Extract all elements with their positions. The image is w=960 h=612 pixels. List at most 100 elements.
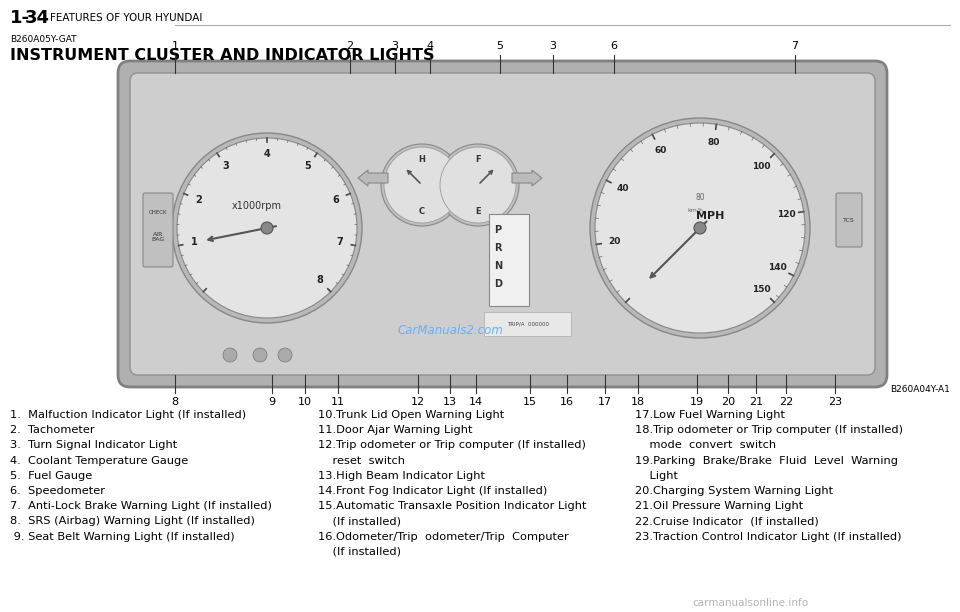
Text: 1: 1 — [191, 237, 198, 247]
Text: 9. Seat Belt Warning Light (If installed): 9. Seat Belt Warning Light (If installed… — [10, 532, 234, 542]
Text: H: H — [419, 154, 425, 163]
Circle shape — [437, 144, 519, 226]
Circle shape — [595, 123, 805, 333]
Text: CarManuals2.com: CarManuals2.com — [397, 324, 503, 337]
Text: 12: 12 — [411, 397, 425, 407]
Text: 80: 80 — [695, 193, 705, 203]
Circle shape — [278, 348, 292, 362]
Text: CHECK: CHECK — [149, 211, 167, 215]
Text: mode  convert  switch: mode convert switch — [635, 441, 776, 450]
Text: N: N — [494, 261, 502, 271]
FancyBboxPatch shape — [130, 73, 875, 375]
Text: 22: 22 — [779, 397, 793, 407]
Text: MPH: MPH — [696, 211, 724, 221]
Text: AIR
BAG: AIR BAG — [152, 231, 164, 242]
Text: 21: 21 — [749, 397, 763, 407]
Text: 1: 1 — [172, 41, 179, 51]
Text: 3: 3 — [223, 162, 229, 171]
FancyBboxPatch shape — [489, 214, 529, 306]
FancyBboxPatch shape — [484, 312, 571, 336]
Text: 3: 3 — [392, 41, 398, 51]
Text: 10.Trunk Lid Open Warning Light: 10.Trunk Lid Open Warning Light — [318, 410, 504, 420]
Text: 8: 8 — [172, 397, 179, 407]
Text: E: E — [475, 206, 481, 215]
Text: 7: 7 — [336, 237, 343, 247]
Text: carmanualsonline.info: carmanualsonline.info — [692, 598, 808, 608]
Text: 18.Trip odometer or Trip computer (If installed): 18.Trip odometer or Trip computer (If in… — [635, 425, 903, 435]
Text: 18: 18 — [631, 397, 645, 407]
Text: reset  switch: reset switch — [318, 455, 405, 466]
Text: INSTRUMENT CLUSTER AND INDICATOR LIGHTS: INSTRUMENT CLUSTER AND INDICATOR LIGHTS — [10, 48, 435, 62]
Text: 6: 6 — [611, 41, 617, 51]
Text: 2: 2 — [195, 195, 202, 204]
Text: 40: 40 — [616, 184, 629, 193]
Text: 10: 10 — [298, 397, 312, 407]
Text: 20: 20 — [721, 397, 735, 407]
Text: D: D — [494, 279, 502, 289]
Text: 22.Cruise Indicator  (If installed): 22.Cruise Indicator (If installed) — [635, 517, 819, 526]
Text: 7: 7 — [791, 41, 799, 51]
Text: 1-: 1- — [10, 9, 30, 27]
Circle shape — [384, 147, 460, 223]
Text: 5: 5 — [496, 41, 503, 51]
Text: R: R — [494, 243, 502, 253]
Text: 150: 150 — [753, 285, 771, 294]
Text: 9: 9 — [269, 397, 276, 407]
Text: 2: 2 — [347, 41, 353, 51]
Text: (If installed): (If installed) — [318, 547, 401, 557]
Text: 16: 16 — [560, 397, 574, 407]
FancyArrow shape — [512, 170, 542, 186]
Text: 20.Charging System Warning Light: 20.Charging System Warning Light — [635, 486, 833, 496]
Text: 8.  SRS (Airbag) Warning Light (If installed): 8. SRS (Airbag) Warning Light (If instal… — [10, 517, 254, 526]
Text: 8: 8 — [316, 275, 323, 285]
Text: 140: 140 — [768, 263, 787, 272]
Text: 6: 6 — [332, 195, 339, 204]
Text: TCS: TCS — [843, 217, 854, 223]
Text: 80: 80 — [708, 138, 720, 146]
Text: 15: 15 — [523, 397, 537, 407]
Text: C: C — [419, 206, 425, 215]
Circle shape — [177, 138, 357, 318]
Circle shape — [590, 118, 810, 338]
Text: 16.Odometer/Trip  odometer/Trip  Computer: 16.Odometer/Trip odometer/Trip Computer — [318, 532, 568, 542]
Circle shape — [381, 144, 463, 226]
Text: km/h: km/h — [687, 207, 703, 212]
Text: 19: 19 — [690, 397, 704, 407]
Text: (If installed): (If installed) — [318, 517, 401, 526]
Circle shape — [440, 147, 516, 223]
Text: 23: 23 — [828, 397, 842, 407]
Text: 100: 100 — [753, 162, 771, 171]
FancyBboxPatch shape — [836, 193, 862, 247]
Text: TRIP/A  000000: TRIP/A 000000 — [507, 321, 549, 326]
Circle shape — [253, 348, 267, 362]
Text: 3.  Turn Signal Indicator Light: 3. Turn Signal Indicator Light — [10, 441, 178, 450]
Circle shape — [694, 222, 706, 234]
Text: 60: 60 — [655, 146, 666, 155]
Text: 11.Door Ajar Warning Light: 11.Door Ajar Warning Light — [318, 425, 472, 435]
Text: 5.  Fuel Gauge: 5. Fuel Gauge — [10, 471, 92, 481]
FancyBboxPatch shape — [118, 61, 887, 387]
Text: 120: 120 — [777, 210, 795, 219]
Circle shape — [223, 348, 237, 362]
Text: F: F — [475, 154, 481, 163]
Text: 3: 3 — [549, 41, 557, 51]
Text: 4: 4 — [264, 149, 271, 159]
Text: B260A05Y-GAT: B260A05Y-GAT — [10, 35, 77, 45]
Text: 14: 14 — [468, 397, 483, 407]
Text: 13.High Beam Indicator Light: 13.High Beam Indicator Light — [318, 471, 485, 481]
Text: 23.Traction Control Indicator Light (If installed): 23.Traction Control Indicator Light (If … — [635, 532, 901, 542]
Text: 4.  Coolant Temperature Gauge: 4. Coolant Temperature Gauge — [10, 455, 188, 466]
Text: 2.  Tachometer: 2. Tachometer — [10, 425, 95, 435]
FancyBboxPatch shape — [143, 193, 173, 267]
Text: 1.  Malfuction Indicator Light (If installed): 1. Malfuction Indicator Light (If instal… — [10, 410, 246, 420]
Text: 14.Front Fog Indicator Light (If installed): 14.Front Fog Indicator Light (If install… — [318, 486, 547, 496]
Text: 11: 11 — [331, 397, 345, 407]
Text: 5: 5 — [304, 162, 311, 171]
Text: 6.  Speedometer: 6. Speedometer — [10, 486, 105, 496]
Text: 17.Low Fuel Warning Light: 17.Low Fuel Warning Light — [635, 410, 785, 420]
Circle shape — [261, 222, 273, 234]
Text: FEATURES OF YOUR HYUNDAI: FEATURES OF YOUR HYUNDAI — [50, 13, 203, 23]
Text: B260A04Y-A1: B260A04Y-A1 — [890, 386, 950, 395]
Text: 12.Trip odometer or Trip computer (If installed): 12.Trip odometer or Trip computer (If in… — [318, 441, 586, 450]
Text: 21.Oil Pressure Warning Light: 21.Oil Pressure Warning Light — [635, 501, 804, 511]
